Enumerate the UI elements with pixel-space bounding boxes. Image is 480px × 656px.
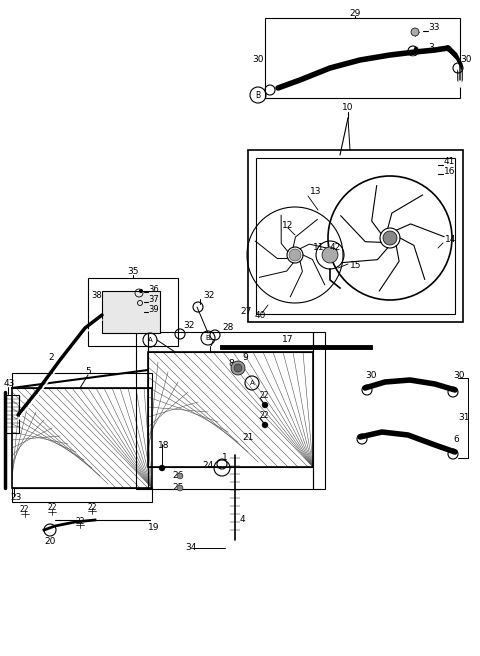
Text: 15: 15 (350, 260, 361, 270)
Circle shape (414, 47, 418, 51)
Text: 35: 35 (127, 268, 139, 276)
Text: 5: 5 (85, 367, 91, 377)
Circle shape (289, 249, 301, 261)
Circle shape (262, 402, 268, 408)
Text: 32: 32 (183, 321, 194, 329)
Text: 1: 1 (222, 453, 228, 462)
Text: 37: 37 (148, 295, 159, 304)
Text: 22: 22 (88, 502, 97, 512)
Text: 28: 28 (222, 323, 233, 331)
Text: 24: 24 (202, 461, 213, 470)
Bar (88, 278, 178, 346)
Text: 38: 38 (91, 291, 102, 300)
Bar (148, 352, 313, 467)
Circle shape (262, 422, 268, 428)
Text: 20: 20 (44, 537, 55, 546)
Text: 9: 9 (242, 354, 248, 363)
Text: 7: 7 (208, 338, 214, 348)
Text: A: A (148, 337, 152, 343)
Text: B: B (255, 91, 261, 100)
Text: 25: 25 (172, 483, 183, 491)
Circle shape (322, 247, 338, 263)
Text: 27: 27 (240, 308, 252, 316)
Text: 12: 12 (282, 220, 293, 230)
Circle shape (234, 364, 242, 372)
Text: A: A (250, 380, 254, 386)
Bar (265, 18, 460, 98)
Text: 43: 43 (4, 379, 15, 388)
Circle shape (177, 473, 183, 479)
Text: 3: 3 (428, 43, 434, 52)
Circle shape (140, 289, 143, 293)
Circle shape (231, 361, 245, 375)
Bar (12, 388, 152, 488)
Text: 11: 11 (313, 243, 324, 253)
Text: 40: 40 (255, 310, 266, 319)
Text: 22: 22 (20, 506, 29, 514)
Bar (136, 332, 148, 489)
Bar (5, 395, 19, 433)
Text: 30: 30 (453, 371, 465, 380)
Text: 4: 4 (240, 516, 246, 525)
Text: 19: 19 (148, 523, 159, 533)
Text: 39: 39 (148, 306, 158, 314)
Text: 13: 13 (310, 188, 322, 197)
Text: 22: 22 (260, 411, 269, 419)
Text: 22: 22 (48, 504, 58, 512)
Circle shape (159, 465, 165, 471)
Bar (256, 158, 455, 314)
Bar (248, 150, 463, 322)
Text: 34: 34 (185, 544, 196, 552)
Bar (102, 291, 160, 333)
Text: 36: 36 (148, 285, 159, 295)
Bar (148, 332, 313, 352)
Text: 17: 17 (282, 335, 294, 344)
Circle shape (411, 28, 419, 36)
Text: 31: 31 (458, 413, 469, 422)
Text: 41: 41 (444, 157, 456, 167)
Bar (12, 488, 152, 502)
Text: 29: 29 (349, 9, 360, 18)
Bar (148, 467, 313, 489)
Text: 22: 22 (75, 518, 84, 527)
Bar (148, 352, 313, 467)
Text: 23: 23 (10, 493, 22, 502)
Text: 30: 30 (460, 56, 471, 64)
Bar (12, 373, 152, 388)
Text: 10: 10 (342, 104, 354, 112)
Text: 32: 32 (203, 291, 215, 300)
Bar (12, 388, 152, 488)
Text: 33: 33 (428, 24, 440, 33)
Text: 21: 21 (242, 434, 253, 443)
Text: 16: 16 (444, 167, 456, 176)
Text: B: B (205, 335, 210, 341)
Text: 8: 8 (228, 358, 234, 367)
Circle shape (383, 231, 397, 245)
Text: 2: 2 (48, 354, 54, 363)
Text: 14: 14 (445, 236, 456, 245)
Text: 42: 42 (330, 243, 341, 253)
Text: 30: 30 (365, 371, 376, 380)
Bar (313, 332, 325, 489)
Text: 26: 26 (172, 470, 183, 480)
Text: 30: 30 (252, 56, 264, 64)
Text: 6: 6 (453, 436, 459, 445)
Circle shape (177, 485, 183, 491)
Text: 18: 18 (158, 440, 169, 449)
Text: 22: 22 (260, 390, 269, 400)
